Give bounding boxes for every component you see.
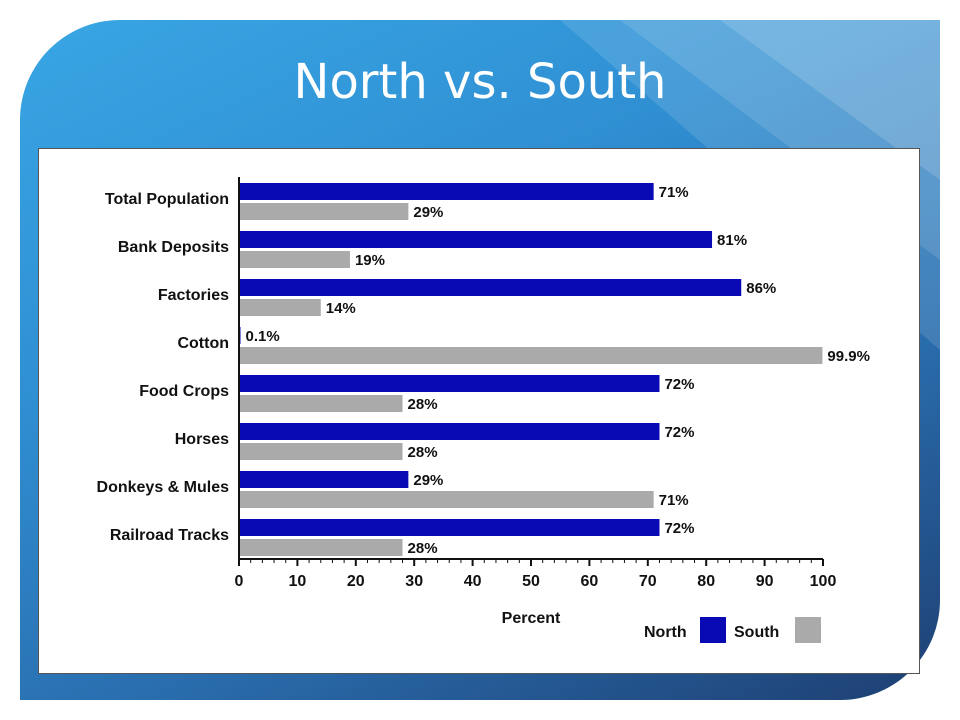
south-bar bbox=[239, 539, 403, 556]
north-bar bbox=[239, 471, 409, 488]
south-value-label: 28% bbox=[408, 396, 438, 413]
category-label: Food Crops bbox=[139, 383, 229, 400]
category-label: Total Population bbox=[105, 191, 229, 208]
north-bar bbox=[239, 279, 742, 296]
chart-panel: Total Population 71% 29% Bank Deposits 81% 19… bbox=[38, 148, 920, 674]
north-value-label: 81% bbox=[717, 232, 747, 249]
north-value-label: 72% bbox=[664, 376, 694, 393]
north-bar bbox=[239, 519, 660, 536]
x-tick-label: 0 bbox=[235, 573, 244, 590]
x-tick-label: 60 bbox=[581, 573, 599, 590]
legend-south-label: South bbox=[734, 624, 779, 641]
category-label: Factories bbox=[158, 287, 229, 304]
north-bar bbox=[239, 375, 660, 392]
north-bar bbox=[239, 183, 654, 200]
north-bar bbox=[239, 423, 660, 440]
north-value-label: 29% bbox=[413, 472, 443, 489]
north-value-label: 72% bbox=[664, 424, 694, 441]
category-label: Cotton bbox=[177, 335, 229, 352]
x-tick-label: 70 bbox=[639, 573, 657, 590]
north-bar bbox=[239, 231, 713, 248]
north-value-label: 71% bbox=[659, 184, 689, 201]
south-bar bbox=[239, 299, 321, 316]
south-value-label: 29% bbox=[413, 204, 443, 221]
slide-title: North vs. South bbox=[293, 54, 667, 110]
category-label: Horses bbox=[175, 431, 229, 448]
south-value-label: 28% bbox=[408, 540, 438, 557]
south-value-label: 19% bbox=[355, 252, 385, 269]
category-label: Railroad Tracks bbox=[110, 527, 229, 544]
category-label: Bank Deposits bbox=[118, 239, 229, 256]
bar-chart: Total Population 71% 29% Bank Deposits 81% 19… bbox=[97, 177, 870, 643]
legend-north-label: North bbox=[644, 624, 687, 641]
x-axis-label: Percent bbox=[502, 610, 561, 627]
category-label: Donkeys & Mules bbox=[97, 479, 230, 496]
south-value-label: 14% bbox=[326, 300, 356, 317]
south-bar bbox=[239, 395, 403, 412]
south-bar bbox=[239, 347, 823, 364]
x-tick-label: 20 bbox=[347, 573, 365, 590]
south-bar bbox=[239, 491, 654, 508]
north-value-label: 86% bbox=[746, 280, 776, 297]
x-tick-label: 40 bbox=[464, 573, 482, 590]
north-value-label: 72% bbox=[664, 520, 694, 537]
north-value-label: 0.1% bbox=[246, 328, 280, 345]
x-tick-label: 80 bbox=[697, 573, 715, 590]
south-bar bbox=[239, 251, 350, 268]
x-tick-label: 10 bbox=[289, 573, 307, 590]
x-tick-label: 30 bbox=[405, 573, 423, 590]
legend-south-swatch bbox=[795, 617, 821, 643]
legend-north-swatch bbox=[700, 617, 726, 643]
south-bar bbox=[239, 203, 409, 220]
south-value-label: 71% bbox=[659, 492, 689, 509]
x-tick-label: 100 bbox=[810, 573, 837, 590]
x-tick-label: 90 bbox=[756, 573, 774, 590]
south-value-label: 99.9% bbox=[827, 348, 870, 365]
south-value-label: 28% bbox=[408, 444, 438, 461]
x-tick-label: 50 bbox=[522, 573, 540, 590]
south-bar bbox=[239, 443, 403, 460]
